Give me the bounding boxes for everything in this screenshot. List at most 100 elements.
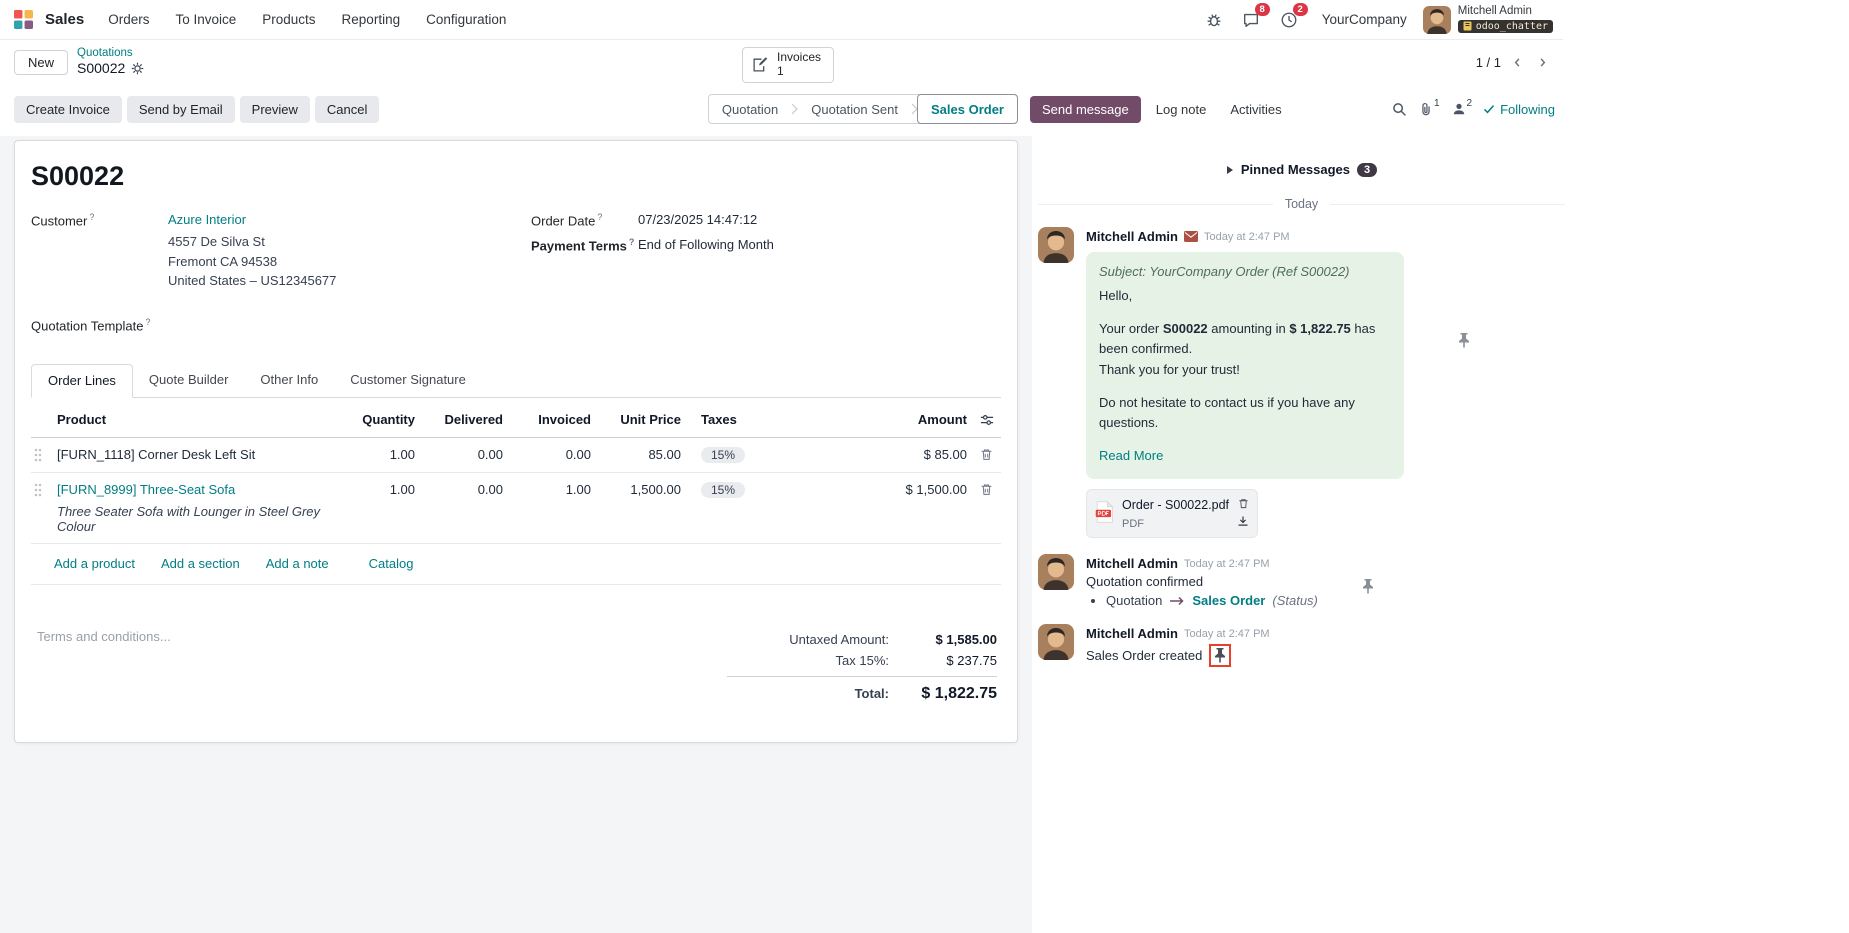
col-header-delivered[interactable]: Delivered: [421, 401, 509, 438]
tab-other-info[interactable]: Other Info: [260, 371, 319, 387]
create-invoice-button[interactable]: Create Invoice: [14, 95, 122, 123]
order-line-row[interactable]: [FURN_1118] Corner Desk Left Sit 1.00 0.…: [31, 437, 1001, 473]
menu-orders[interactable]: Orders: [108, 12, 150, 27]
invoiced-cell[interactable]: 0.00: [509, 437, 597, 473]
col-header-amount[interactable]: Amount: [805, 401, 973, 438]
send-message-button[interactable]: Send message: [1030, 95, 1141, 123]
order-date-value[interactable]: 07/23/2025 14:47:12: [638, 212, 758, 227]
pin-icon[interactable]: [1214, 648, 1226, 664]
col-header-quantity[interactable]: Quantity: [343, 401, 421, 438]
attachments-button[interactable]: 1: [1416, 98, 1443, 120]
add-note-link[interactable]: Add a note: [265, 555, 329, 571]
unit-price-cell[interactable]: 85.00: [597, 437, 687, 473]
log-note-button[interactable]: Log note: [1147, 96, 1216, 123]
status-quotation-sent[interactable]: Quotation Sent: [811, 101, 898, 117]
delete-row-icon[interactable]: [979, 447, 994, 462]
activities-icon[interactable]: 2: [1278, 2, 1308, 31]
drag-handle-icon[interactable]: [33, 482, 45, 498]
quantity-cell[interactable]: 1.00: [343, 472, 421, 544]
terms-input[interactable]: Terms and conditions...: [37, 628, 171, 644]
attachment-download-icon[interactable]: [1237, 515, 1249, 530]
tab-quote-builder[interactable]: Quote Builder: [148, 371, 229, 387]
status-sales-order[interactable]: Sales Order: [917, 94, 1018, 124]
debug-icon[interactable]: [1204, 10, 1224, 30]
activities-button[interactable]: Activities: [1221, 96, 1290, 123]
following-button[interactable]: Following: [1481, 99, 1557, 120]
breadcrumb-quotations[interactable]: Quotations: [77, 47, 133, 60]
search-messages-icon[interactable]: [1389, 99, 1410, 120]
delete-row-icon[interactable]: [979, 482, 994, 497]
nav-right: 8 2 YourCompany Mi: [1204, 2, 1553, 34]
quantity-cell[interactable]: 1.00: [343, 437, 421, 473]
product-link[interactable]: [FURN_8999] Three-Seat Sofa: [57, 481, 236, 497]
attachment-delete-icon[interactable]: [1238, 497, 1249, 512]
followers-button[interactable]: 2: [1449, 98, 1476, 119]
company-menu[interactable]: YourCompany: [1321, 12, 1407, 27]
unit-price-cell[interactable]: 1,500.00: [597, 472, 687, 544]
avatar-image: [1422, 5, 1451, 34]
smart-button-count: 1: [777, 63, 784, 78]
pager-previous-button[interactable]: [1509, 53, 1526, 72]
message-time: Today at 2:47 PM: [1203, 230, 1290, 243]
message-author[interactable]: Mitchell Admin: [1086, 229, 1178, 244]
message-thread: Pinned Messages 3 Today: [1032, 162, 1565, 668]
send-by-email-button[interactable]: Send by Email: [126, 95, 235, 123]
pager-next-button[interactable]: [1534, 53, 1551, 72]
menu-reporting[interactable]: Reporting: [341, 12, 401, 27]
customer-link[interactable]: Azure Interior: [168, 212, 247, 227]
add-product-link[interactable]: Add a product: [54, 555, 135, 571]
tax-label: Tax 15%:: [835, 652, 889, 668]
user-menu[interactable]: Mitchell Admin odoo_chatter: [1422, 5, 1553, 34]
menu-to-invoice[interactable]: To Invoice: [175, 12, 237, 27]
preview-button[interactable]: Preview: [239, 95, 310, 123]
menu-configuration[interactable]: Configuration: [426, 12, 507, 27]
statusbar: Quotation Quotation Sent Sales Order: [707, 94, 1018, 124]
drag-handle-icon[interactable]: [33, 447, 45, 463]
delivered-cell[interactable]: 0.00: [421, 437, 509, 473]
tab-order-lines[interactable]: Order Lines: [31, 363, 133, 398]
clock-icon: [1281, 12, 1297, 27]
new-button[interactable]: New: [14, 49, 69, 75]
invoice-edit-icon: [753, 57, 768, 72]
read-more-link[interactable]: Read More: [1099, 447, 1164, 463]
col-header-unit-price[interactable]: Unit Price: [597, 401, 687, 438]
attachment-card[interactable]: Order - S00022.pdf PDF: [1086, 489, 1258, 539]
quotation-template-input[interactable]: [168, 317, 368, 333]
tax-tag: 15%: [701, 446, 746, 463]
menu-products[interactable]: Products: [262, 12, 316, 27]
col-header-invoiced[interactable]: Invoiced: [509, 401, 597, 438]
email-subject: Subject: YourCompany Order (Ref S00022): [1099, 264, 1350, 279]
product-cell[interactable]: [FURN_1118] Corner Desk Left Sit: [51, 437, 343, 473]
message-author[interactable]: Mitchell Admin: [1086, 626, 1178, 642]
chat-bubble-icon: [1243, 13, 1258, 27]
breadcrumb: Quotations S00022: [77, 48, 144, 76]
invoices-smart-button[interactable]: Invoices 1: [742, 47, 835, 83]
invoiced-cell[interactable]: 1.00: [509, 472, 597, 544]
order-line-row[interactable]: [FURN_8999] Three-Seat Sofa Three Seater…: [31, 472, 1001, 544]
apps-menu-button[interactable]: [12, 8, 35, 31]
cancel-button[interactable]: Cancel: [314, 95, 380, 123]
tracking-values: Quotation Sales Order (Status): [1106, 593, 1565, 608]
tab-customer-signature[interactable]: Customer Signature: [350, 371, 466, 387]
catalog-link[interactable]: Catalog: [368, 555, 414, 571]
col-header-product[interactable]: Product: [51, 401, 343, 438]
discuss-icon[interactable]: 8: [1240, 2, 1270, 31]
message-avatar: [1038, 227, 1074, 263]
message-author[interactable]: Mitchell Admin: [1086, 556, 1178, 572]
status-quotation[interactable]: Quotation: [721, 101, 779, 117]
taxes-cell[interactable]: 15%: [687, 437, 805, 473]
col-header-taxes[interactable]: Taxes: [687, 401, 805, 438]
optional-columns-icon[interactable]: [979, 412, 995, 428]
add-section-link[interactable]: Add a section: [160, 555, 240, 571]
product-cell[interactable]: [FURN_8999] Three-Seat Sofa Three Seater…: [51, 472, 343, 544]
customer-address: 4557 De Silva St Fremont CA 94538 United…: [168, 234, 337, 288]
delivered-cell[interactable]: 0.00: [421, 472, 509, 544]
pinned-messages-toggle[interactable]: Pinned Messages 3: [1038, 162, 1565, 177]
app-brand[interactable]: Sales: [45, 11, 85, 28]
pin-icon[interactable]: [1362, 579, 1374, 597]
payment-terms-value[interactable]: End of Following Month: [638, 237, 774, 253]
pin-icon[interactable]: [1458, 333, 1470, 351]
gear-icon[interactable]: [131, 62, 144, 75]
sale-order-form: S00022 Customer? Azure Interior 4557 De …: [14, 140, 1018, 743]
taxes-cell[interactable]: 15%: [687, 472, 805, 544]
